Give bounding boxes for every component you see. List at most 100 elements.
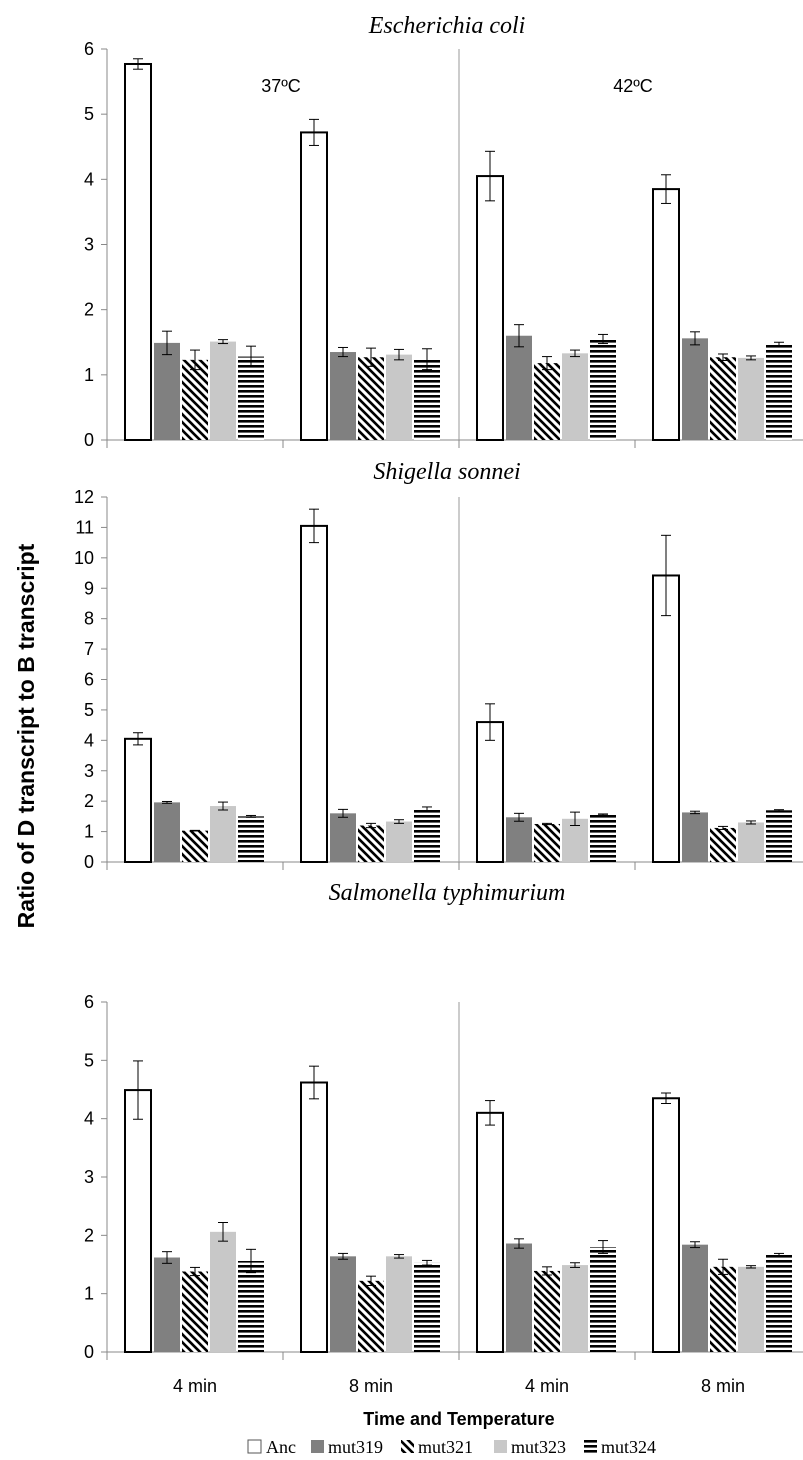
bar-anc: [652, 188, 680, 441]
error-bar: [246, 1248, 256, 1274]
legend-swatch-anc: [247, 1439, 262, 1454]
bar-mut321: [710, 1266, 736, 1352]
legend-label-anc: Anc: [266, 1437, 296, 1457]
y-tick-label: 9: [84, 578, 94, 598]
x-tick-label: 8 min: [701, 1376, 745, 1396]
legend-label-mut324: mut324: [601, 1437, 656, 1457]
bar-mut323: [562, 818, 588, 862]
error-bar: [485, 703, 495, 741]
y-tick-label: 1: [84, 365, 94, 385]
bar-anc: [476, 175, 504, 441]
y-tick-label: 6: [84, 670, 94, 690]
bar-mut323: [738, 1266, 764, 1352]
legend-label-mut319: mut319: [328, 1437, 383, 1457]
bar-mut324: [238, 816, 264, 862]
error-bar: [514, 812, 524, 822]
error-bar: [218, 1222, 228, 1242]
x-tick-label: 4 min: [173, 1376, 217, 1396]
bar-mut323: [210, 1231, 236, 1352]
error-bar: [394, 348, 404, 361]
error-bar: [338, 808, 348, 818]
error-bar: [690, 331, 700, 346]
y-tick-label: 6: [84, 992, 94, 1012]
error-bar: [218, 339, 228, 345]
bar-mut319: [154, 342, 180, 440]
bar-mut321: [534, 1270, 560, 1352]
error-bar: [338, 1252, 348, 1260]
bar-anc: [300, 1081, 328, 1353]
bar-mut321: [710, 357, 736, 440]
bar-mut323: [562, 353, 588, 440]
error-bar: [366, 822, 376, 829]
error-bar: [133, 58, 143, 70]
bar-anc: [124, 737, 152, 863]
error-bar: [542, 356, 552, 371]
bar-mut319: [330, 352, 356, 440]
error-bar: [218, 801, 228, 811]
error-bar: [485, 1100, 495, 1126]
error-bar: [246, 345, 256, 368]
y-tick-label: 4: [84, 169, 94, 189]
error-bar: [394, 819, 404, 824]
y-tick-label: 4: [84, 1109, 94, 1129]
bar-mut319: [506, 1243, 532, 1352]
bar-mut324: [590, 338, 616, 440]
bar-mut321: [534, 363, 560, 440]
error-bar: [162, 1251, 172, 1264]
y-tick-label: 5: [84, 104, 94, 124]
error-bar: [774, 341, 784, 347]
legend-swatch-mut321: [401, 1440, 414, 1453]
y-tick-label: 1: [84, 822, 94, 842]
legend-swatch-mut319: [311, 1440, 324, 1453]
error-bar: [718, 825, 728, 830]
bar-mut321: [358, 825, 384, 862]
error-bar: [338, 346, 348, 358]
y-tick-label: 4: [84, 730, 94, 750]
bar-mut323: [386, 821, 412, 862]
error-bar: [133, 732, 143, 746]
chart-panel: 0 1 2 3 4 5 6: [84, 992, 803, 1362]
error-bar: [746, 355, 756, 361]
bar-mut323: [562, 1265, 588, 1352]
bar-mut321: [182, 1271, 208, 1352]
bar-mut324: [414, 1262, 440, 1352]
bar-mut324: [414, 808, 440, 862]
chart-title: Shigella sonnei: [373, 459, 520, 485]
error-bar: [598, 333, 608, 345]
y-tick-label: 3: [84, 1167, 94, 1187]
error-bar: [690, 810, 700, 815]
bar-anc: [652, 574, 680, 863]
error-bar: [542, 822, 552, 826]
bar-mut324: [766, 1254, 792, 1352]
chart-panel: 0 1 2 3 4 5 6: [84, 39, 803, 450]
error-bar: [190, 1266, 200, 1277]
bar-mut321: [534, 823, 560, 862]
error-bar: [514, 1238, 524, 1249]
chart-title: Escherichia coli: [368, 13, 526, 39]
bar-anc: [476, 1111, 504, 1354]
y-tick-label: 1: [84, 1284, 94, 1304]
error-bar: [190, 349, 200, 371]
error-bar: [746, 820, 756, 825]
error-bar: [661, 174, 671, 204]
y-tick-label: 0: [84, 1342, 94, 1362]
error-bar: [774, 809, 784, 812]
bar-mut321: [358, 1280, 384, 1352]
bar-mut321: [710, 827, 736, 862]
bar-mut324: [766, 344, 792, 440]
error-bar: [190, 829, 200, 832]
error-bar: [422, 348, 432, 371]
error-bar: [366, 347, 376, 367]
x-tick-label: 4 min: [525, 1376, 569, 1396]
error-bar: [422, 1259, 432, 1266]
y-tick-label: 12: [74, 487, 94, 507]
bar-mut323: [738, 357, 764, 440]
bar-anc: [300, 524, 328, 863]
error-bar: [570, 1262, 580, 1268]
bar-mut321: [358, 357, 384, 440]
error-bar: [718, 353, 728, 361]
legend-label-mut323: mut323: [511, 1437, 566, 1457]
legend-label-mut321: mut321: [418, 1437, 473, 1457]
y-tick-label: 6: [84, 39, 94, 59]
